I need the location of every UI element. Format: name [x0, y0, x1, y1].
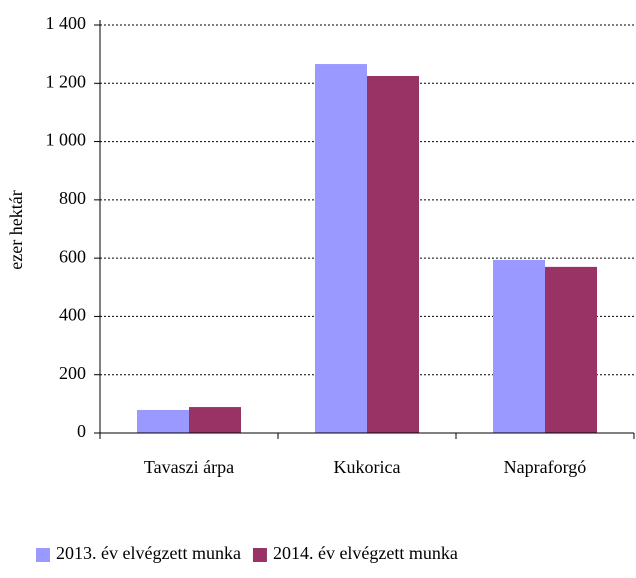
bar	[137, 409, 189, 433]
x-tick-label: Napraforgó	[504, 457, 587, 477]
y-tick-label: 400	[59, 305, 86, 325]
y-tick-label: 600	[59, 246, 86, 266]
y-tick-label: 200	[59, 363, 86, 383]
legend-label: 2013. év elvégzett munka	[56, 543, 241, 563]
y-tick-label: 1 400	[46, 13, 87, 33]
bar	[367, 76, 419, 433]
y-tick-label: 800	[59, 188, 86, 208]
x-tick-label: Tavaszi árpa	[144, 457, 234, 477]
y-axis-label: ezer hektár	[6, 190, 26, 269]
legend-label: 2014. év elvégzett munka	[273, 543, 458, 563]
x-tick-label: Kukorica	[334, 457, 401, 477]
bar	[493, 259, 545, 433]
legend-swatch	[36, 548, 50, 562]
bar	[189, 407, 241, 433]
bar	[315, 64, 367, 434]
y-tick-label: 1 000	[46, 130, 87, 150]
y-tick-label: 1 200	[46, 71, 87, 91]
bar	[545, 266, 597, 433]
legend-swatch	[252, 548, 267, 562]
y-tick-label: 0	[77, 421, 86, 441]
